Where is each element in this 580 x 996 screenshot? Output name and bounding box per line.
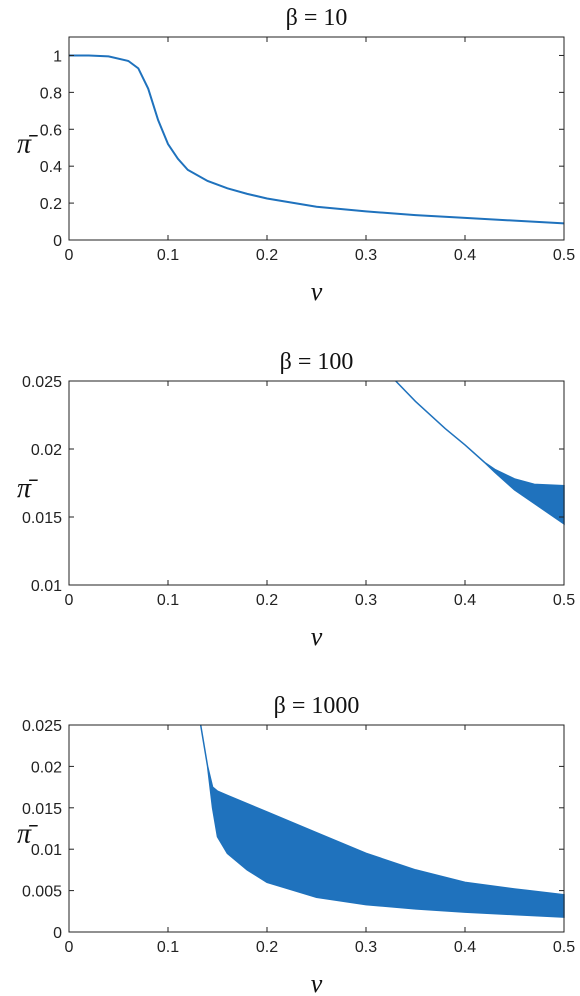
- x-tick-label: 0.2: [256, 247, 278, 264]
- y-axis-label: π̄: [17, 473, 38, 504]
- y-tick-label: 0.005: [22, 884, 62, 901]
- x-tick-label: 0.3: [355, 592, 377, 609]
- x-tick-label: 0.4: [454, 592, 476, 609]
- x-tick-label: 0.1: [157, 592, 179, 609]
- y-tick-label: 0.2: [40, 196, 62, 213]
- axes-box: [68, 36, 565, 241]
- x-axis-label: v: [311, 277, 323, 306]
- x-tick-label: 0.3: [355, 939, 377, 956]
- y-axis-label: π̄: [17, 129, 38, 160]
- data-band: [395, 380, 565, 526]
- y-tick-label: 0.025: [22, 718, 62, 735]
- x-tick-label: 0.3: [355, 247, 377, 264]
- x-tick-label: 0: [65, 939, 74, 956]
- y-tick-label: 0.02: [31, 759, 62, 776]
- x-tick-label: 0: [65, 247, 74, 264]
- x-tick-label: 0.4: [454, 247, 476, 264]
- x-axis-label: v: [311, 969, 323, 996]
- x-tick-label: 0.1: [157, 939, 179, 956]
- axes-box: [68, 380, 565, 586]
- x-tick-label: 0: [65, 592, 74, 609]
- y-tick-label: 0.015: [22, 801, 62, 818]
- y-tick-label: 0.6: [40, 122, 62, 139]
- x-tick-label: 0.5: [553, 939, 575, 956]
- y-tick-label: 0.01: [31, 842, 62, 859]
- chart-title: β = 10: [286, 5, 348, 31]
- y-tick-label: 0.02: [31, 442, 62, 459]
- y-tick-label: 0.4: [40, 159, 62, 176]
- x-tick-label: 0.4: [454, 939, 476, 956]
- y-tick-label: 0: [53, 925, 62, 942]
- data-band: [199, 724, 565, 918]
- y-tick-label: 1: [53, 48, 62, 65]
- x-tick-label: 0.5: [553, 247, 575, 264]
- data-line: [69, 54, 565, 225]
- x-axis-label: v: [311, 622, 323, 651]
- y-tick-label: 0: [53, 233, 62, 250]
- x-tick-label: 0.5: [553, 592, 575, 609]
- y-tick-label: 0.015: [22, 510, 62, 527]
- y-tick-label: 0.8: [40, 85, 62, 102]
- y-tick-label: 0.025: [22, 374, 62, 391]
- chart-title: β = 1000: [274, 693, 360, 719]
- x-tick-label: 0.1: [157, 247, 179, 264]
- x-tick-label: 0.2: [256, 592, 278, 609]
- axes-box: [68, 724, 565, 933]
- x-tick-label: 0.2: [256, 939, 278, 956]
- chart-title: β = 100: [280, 349, 354, 375]
- y-tick-label: 0.01: [31, 578, 62, 595]
